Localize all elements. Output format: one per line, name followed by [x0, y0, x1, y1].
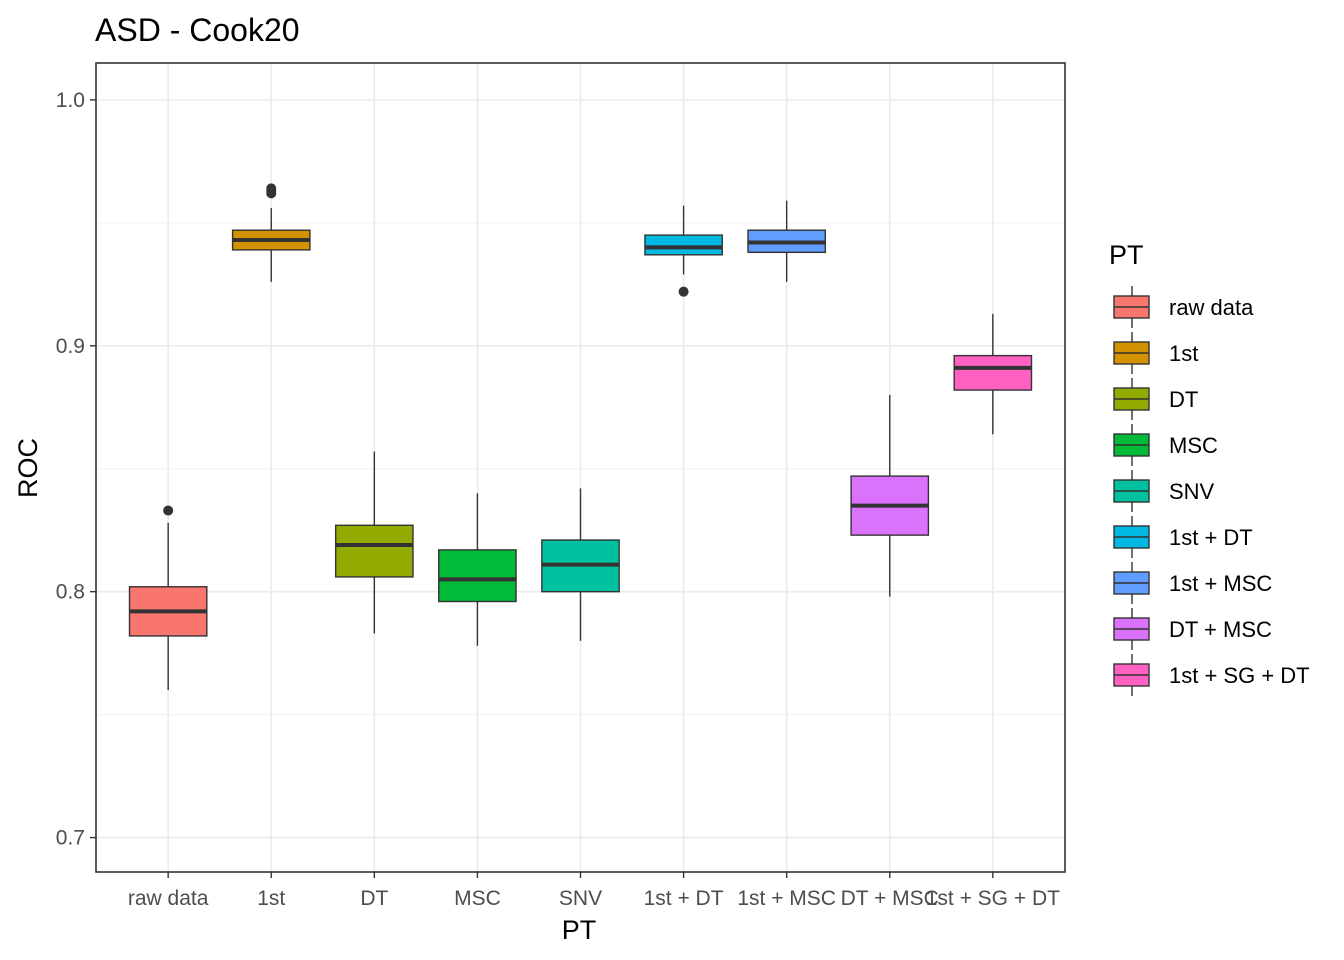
- legend-item-7: DT + MSC: [1113, 608, 1272, 650]
- x-tick-label: raw data: [128, 887, 209, 910]
- box-7: [850, 394, 930, 597]
- outlier-point: [163, 505, 174, 516]
- box-5: [644, 205, 723, 297]
- x-tick-label: 1st + SG + DT: [926, 887, 1060, 910]
- box-3: [438, 493, 517, 646]
- box-8: [953, 313, 1033, 435]
- legend-item-6: 1st + MSC: [1113, 562, 1272, 604]
- legend-label: 1st + SG + DT: [1169, 663, 1310, 688]
- legend-item-0: raw data: [1113, 286, 1254, 328]
- legend-item-5: 1st + DT: [1113, 516, 1253, 558]
- box-body: [334, 524, 414, 578]
- legend-item-1: 1st: [1113, 332, 1198, 374]
- legend-label: 1st + DT: [1169, 525, 1253, 550]
- plot-panel: 0.7 0.8 0.9 1.0 raw data 1st DT MSC SNV 1st + DT 1…: [56, 62, 1066, 910]
- y-axis-label: ROC: [13, 438, 43, 498]
- x-tick-label: MSC: [454, 887, 501, 910]
- legend-label: raw data: [1169, 295, 1254, 320]
- chart-title: ASD - Cook20: [95, 12, 300, 48]
- x-axis-label: PT: [562, 915, 597, 945]
- legend-title: PT: [1109, 240, 1144, 270]
- x-tick-label: 1st + DT: [644, 887, 724, 910]
- x-tick-label: DT + MSC: [841, 887, 939, 910]
- box-body: [438, 549, 517, 603]
- x-tick-label: 1st + MSC: [737, 887, 836, 910]
- box-0: [128, 505, 208, 691]
- y-tick-label: 0.7: [56, 827, 85, 850]
- box-4: [541, 488, 620, 641]
- outlier-point: [678, 286, 689, 297]
- y-tick-label: 1.0: [56, 89, 85, 112]
- legend: PT raw data 1st DT MSC SNV 1st + DT 1st + MSC D…: [1109, 240, 1310, 696]
- panel-border: [95, 62, 1066, 873]
- x-tick-label: 1st: [257, 887, 285, 910]
- legend-item-8: 1st + SG + DT: [1113, 654, 1310, 696]
- outlier-point: [266, 183, 277, 194]
- legend-label: DT: [1169, 387, 1198, 412]
- legend-label: SNV: [1169, 479, 1215, 504]
- x-tick-label: DT: [360, 887, 388, 910]
- legend-label: MSC: [1169, 433, 1218, 458]
- box-2: [334, 451, 414, 634]
- box-body: [953, 354, 1033, 391]
- box-6: [747, 200, 827, 282]
- legend-label: 1st: [1169, 341, 1198, 366]
- legend-item-4: SNV: [1113, 470, 1215, 512]
- legend-item-3: MSC: [1113, 424, 1218, 466]
- legend-label: 1st + MSC: [1169, 571, 1272, 596]
- legend-item-2: DT: [1113, 378, 1198, 420]
- x-tick-label: SNV: [559, 887, 602, 910]
- legend-label: DT + MSC: [1169, 617, 1272, 642]
- y-tick-label: 0.8: [56, 581, 85, 604]
- y-tick-label: 0.9: [56, 335, 85, 358]
- box-1: [231, 183, 311, 282]
- box-body: [644, 234, 723, 256]
